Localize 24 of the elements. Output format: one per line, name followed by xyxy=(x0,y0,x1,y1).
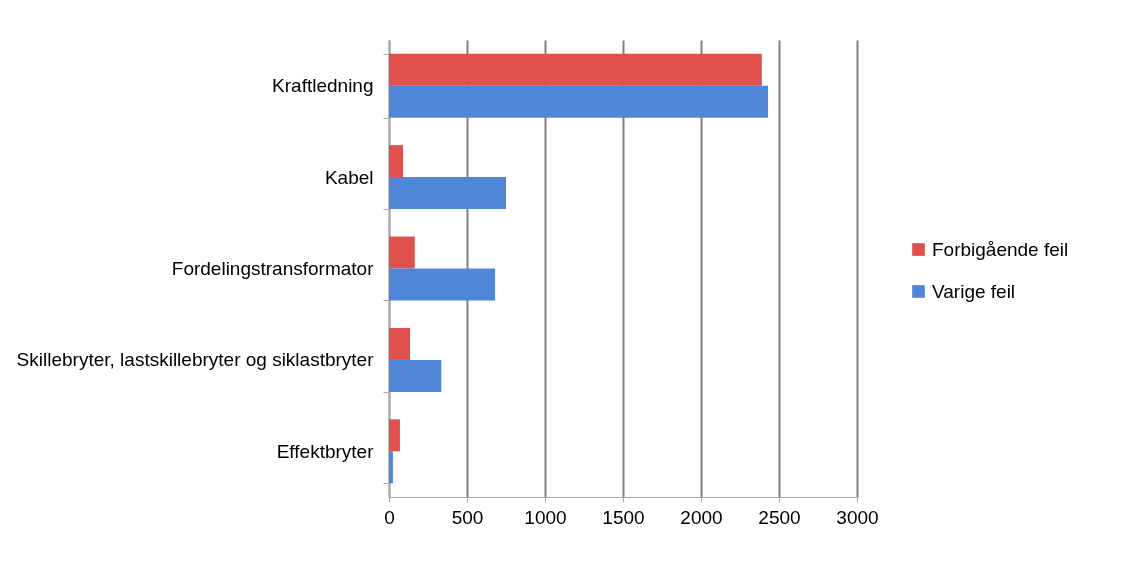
bar xyxy=(389,236,415,269)
x-tick-label: 500 xyxy=(451,506,484,528)
x-tick-label: 2000 xyxy=(680,506,723,528)
legend-label: Varige feil xyxy=(932,280,1016,302)
y-tick-label: Skillebryter, lastskillebryter og siklastbryter xyxy=(16,349,375,371)
bar xyxy=(389,85,769,118)
bar xyxy=(389,268,496,301)
x-tick-label: 0 xyxy=(384,506,395,528)
bar xyxy=(389,451,393,484)
x-tick-label: 1500 xyxy=(602,506,645,528)
y-tick-label: Kraftledning xyxy=(272,75,374,97)
legend-label: Forbigående feil xyxy=(932,238,1069,260)
y-tick-label: Kabel xyxy=(324,166,374,188)
bar xyxy=(389,53,762,86)
bar xyxy=(389,145,404,178)
bar xyxy=(389,419,400,452)
x-tick-label: 1000 xyxy=(524,506,567,528)
bar xyxy=(389,359,442,392)
y-tick-label: Fordelingstransformator xyxy=(171,258,375,279)
y-tick-label: Effektbryter xyxy=(276,440,375,462)
x-tick-label: 2500 xyxy=(758,506,801,528)
x-tick-label: 3000 xyxy=(836,506,879,528)
bar xyxy=(389,177,506,210)
bar xyxy=(389,327,411,360)
